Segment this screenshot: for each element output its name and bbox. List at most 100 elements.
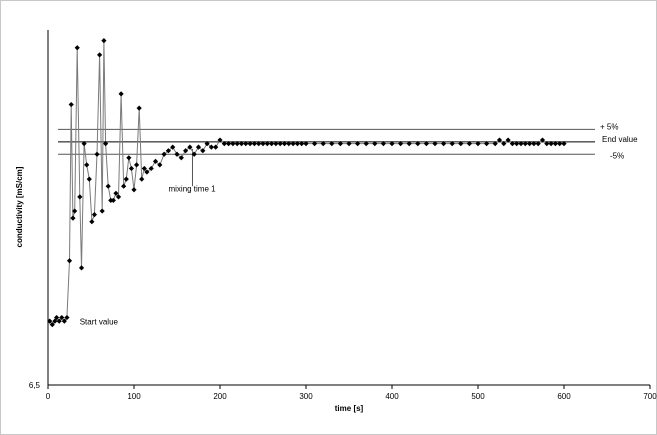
data-point — [126, 155, 132, 161]
data-point — [110, 197, 116, 203]
data-point — [251, 141, 257, 147]
data-point — [54, 314, 60, 321]
data-point — [355, 141, 361, 147]
data-point — [561, 141, 567, 147]
data-point — [458, 141, 464, 147]
data-point — [234, 141, 240, 147]
data-point — [105, 183, 111, 189]
data-point — [217, 137, 223, 143]
data-point — [99, 208, 105, 214]
x-tick-label: 700 — [643, 392, 657, 401]
data-point — [144, 169, 150, 175]
data-point — [66, 258, 73, 264]
mixing-time-label: mixing time 1 — [168, 185, 216, 194]
data-point — [200, 148, 206, 154]
data-point — [496, 137, 503, 143]
x-tick-label: 100 — [127, 392, 141, 401]
data-point — [539, 137, 546, 143]
data-point — [128, 165, 135, 172]
data-point — [195, 144, 202, 150]
data-point — [238, 141, 245, 147]
data-point — [204, 141, 210, 147]
data-point — [264, 141, 270, 147]
data-point — [191, 151, 197, 157]
reference-line-label: End value — [602, 135, 638, 144]
x-axis-ticks: 0 100 200 300 400 500 600 700 — [46, 385, 657, 401]
data-point — [136, 105, 142, 111]
x-tick-label: 600 — [557, 392, 571, 401]
data-point — [81, 141, 87, 147]
data-point — [174, 151, 180, 157]
data-point — [432, 141, 438, 147]
data-point — [187, 144, 193, 150]
reference-line-label: -5% — [610, 151, 624, 160]
data-point — [77, 194, 83, 200]
data-point — [141, 165, 147, 172]
data-point — [161, 151, 167, 157]
data-point — [86, 176, 92, 182]
x-tick-label: 300 — [299, 392, 313, 401]
data-point — [380, 141, 386, 147]
data-point — [139, 176, 145, 182]
data-point — [415, 141, 421, 147]
data-point — [64, 314, 70, 321]
data-point — [113, 190, 119, 196]
data-point — [320, 141, 326, 147]
data-point — [230, 141, 236, 147]
data-point — [363, 141, 369, 147]
data-point — [61, 318, 67, 324]
data-point — [247, 141, 253, 147]
data-point — [78, 265, 85, 271]
data-point — [466, 141, 472, 147]
data-point — [441, 141, 447, 147]
data-point — [49, 322, 55, 328]
data-point — [123, 176, 129, 182]
data-point — [170, 144, 176, 150]
data-point — [74, 45, 80, 51]
data-point — [423, 141, 429, 147]
data-point — [522, 141, 528, 147]
data-point — [208, 144, 214, 150]
data-point — [148, 165, 154, 172]
data-point — [165, 148, 171, 154]
data-point — [70, 215, 76, 221]
y-tick-label: 6,5 — [29, 381, 41, 390]
data-point — [299, 141, 305, 147]
data-point — [97, 52, 103, 58]
data-point — [121, 183, 127, 189]
x-tick-label: 200 — [213, 392, 227, 401]
x-tick-label: 400 — [385, 392, 399, 401]
data-point — [269, 141, 275, 147]
x-axis-title: time [s] — [335, 404, 364, 413]
data-point — [544, 141, 550, 147]
data-point — [183, 148, 189, 154]
data-point — [281, 141, 288, 147]
data-point — [56, 318, 62, 324]
data-point — [273, 141, 279, 147]
annotations: mixing time 1 Start value — [80, 148, 216, 327]
data-series — [47, 38, 567, 328]
data-point — [68, 101, 74, 108]
data-point — [312, 141, 318, 147]
y-axis-title: conductivity [mS/cm] — [15, 166, 24, 247]
data-point — [133, 162, 140, 168]
data-point — [47, 318, 53, 324]
data-point — [72, 208, 78, 214]
data-point — [115, 194, 122, 200]
data-point — [389, 141, 395, 147]
data-point — [492, 141, 498, 147]
data-point — [243, 141, 249, 147]
data-point — [152, 158, 159, 164]
data-point — [557, 141, 563, 147]
data-point — [406, 141, 412, 147]
data-point — [226, 141, 232, 147]
data-point — [518, 141, 524, 147]
data-point — [157, 162, 163, 168]
data-point — [535, 141, 541, 147]
data-point — [131, 187, 137, 193]
data-point — [329, 141, 335, 147]
data-point — [118, 91, 124, 97]
data-point — [531, 141, 537, 147]
